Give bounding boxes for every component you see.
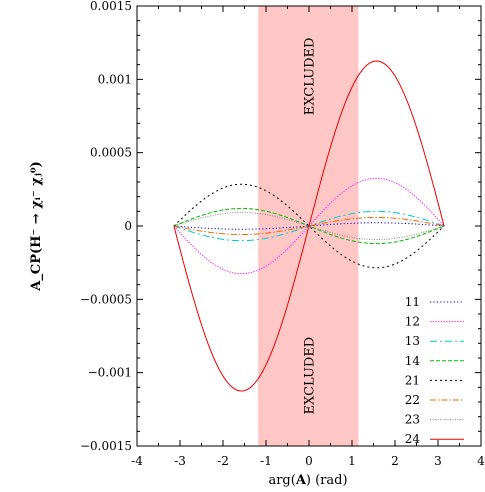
x-tick-label: 3	[434, 454, 442, 468]
legend-label-13: 13	[405, 334, 420, 348]
x-tick-label: 0	[305, 454, 313, 468]
series-line-12	[173, 177, 445, 275]
legend-label-21: 21	[405, 373, 420, 387]
x-tick-label: 4	[477, 454, 485, 468]
x-tick-label: -1	[260, 454, 272, 468]
series-line-24	[173, 60, 445, 392]
legend-label-12: 12	[405, 315, 420, 329]
y-tick-label: −0.001	[88, 366, 132, 380]
y-tick-label: 0	[124, 219, 132, 233]
excluded-label-top: EXCLUDED	[302, 38, 317, 116]
series-line-11	[173, 222, 445, 230]
y-tick-label: 0.0005	[90, 146, 132, 160]
x-axis-label: arg(A) (rad)	[268, 473, 347, 488]
legend: 11 12 13 14 21 22 23 24	[405, 295, 464, 446]
x-tick-label: -3	[174, 454, 186, 468]
legend-label-11: 11	[405, 295, 420, 309]
y-tick-label: −0.0015	[80, 439, 132, 453]
y-tick-label: 0.001	[98, 72, 132, 86]
excluded-label-bottom: EXCLUDED	[302, 337, 317, 415]
x-tick-label: 2	[391, 454, 399, 468]
series-line-22	[173, 216, 445, 236]
y-tick-label: 0.0015	[90, 0, 132, 13]
x-tick-label: -2	[217, 454, 229, 468]
x-tick-label: 1	[348, 454, 356, 468]
y-tick-label: −0.0005	[80, 292, 132, 306]
y-ticks: −0.0015 −0.001 −0.0005 0 0.0005 0.001 0.0015	[80, 0, 481, 453]
x-ticks: -4 -3 -2 -1 0 1 2 3 4	[131, 6, 485, 468]
legend-label-23: 23	[405, 413, 420, 427]
series-layer	[173, 60, 445, 392]
legend-label-22: 22	[405, 393, 420, 407]
legend-label-14: 14	[405, 354, 421, 368]
x-tick-label: -4	[131, 454, 143, 468]
legend-label-24: 24	[405, 432, 421, 446]
y-axis-label: A_CP(H⁻ → χᵢ⁻ χⱼ⁰)	[29, 161, 44, 291]
